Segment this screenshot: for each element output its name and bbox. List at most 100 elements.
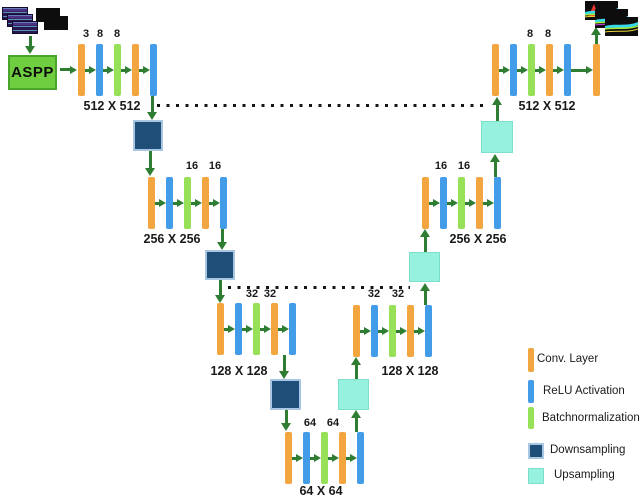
arrow-right-icon bbox=[465, 199, 476, 207]
legend-conv-swatch bbox=[528, 348, 534, 372]
conv-layer-bar bbox=[148, 177, 155, 229]
arrow-right-icon bbox=[535, 66, 546, 74]
arrow-down-icon bbox=[281, 410, 291, 431]
arrow-up-icon bbox=[492, 97, 502, 121]
legend-batchnorm-swatch bbox=[528, 407, 534, 429]
relu-bar bbox=[510, 44, 517, 96]
downsample-box bbox=[133, 120, 163, 151]
conv-layer-bar bbox=[353, 305, 360, 357]
batchnorm-bar bbox=[253, 303, 260, 355]
relu-bar bbox=[166, 177, 173, 229]
conv-layer-bar bbox=[546, 44, 553, 96]
arrow-right-icon bbox=[328, 454, 339, 462]
relu-bar bbox=[96, 44, 103, 96]
channel-label: 8 bbox=[96, 28, 104, 40]
arrow-right-icon bbox=[85, 66, 96, 74]
arrow-right-icon bbox=[553, 66, 564, 74]
channel-label: 16 bbox=[434, 160, 448, 172]
arrow-right-icon bbox=[346, 454, 357, 462]
conv-block-encoder-512 bbox=[78, 44, 157, 96]
legend-conv-label: Conv. Layer bbox=[537, 353, 599, 365]
size-label: 64 X 64 bbox=[299, 484, 343, 498]
output-conv-layer-bar bbox=[593, 44, 600, 96]
input-spectrogram-image bbox=[12, 21, 38, 34]
relu-bar bbox=[564, 44, 571, 96]
relu-bar bbox=[440, 177, 447, 229]
relu-bar bbox=[235, 303, 242, 355]
arrow-right-icon bbox=[499, 66, 510, 74]
conv-block-decoder-512 bbox=[492, 44, 600, 96]
batchnorm-bar bbox=[389, 305, 396, 357]
arrow-up-icon bbox=[420, 283, 430, 305]
batchnorm-bar bbox=[184, 177, 191, 229]
arrow-down-icon bbox=[145, 151, 155, 176]
conv-block-encoder-256 bbox=[148, 177, 227, 229]
aspp-label: ASPP bbox=[11, 64, 54, 81]
arrow-right-icon bbox=[224, 325, 235, 333]
arrow-right-icon bbox=[155, 199, 166, 207]
aspp-box: ASPP bbox=[8, 55, 57, 90]
arrow-input-to-aspp bbox=[25, 36, 35, 54]
channel-label: 32 bbox=[245, 288, 259, 300]
channel-label: 32 bbox=[367, 288, 381, 300]
conv-layer-bar bbox=[271, 303, 278, 355]
channel-label: 16 bbox=[185, 160, 199, 172]
arrow-right-icon bbox=[278, 325, 289, 333]
arrow-right-icon bbox=[260, 325, 271, 333]
arrow-right-icon bbox=[242, 325, 253, 333]
batchnorm-bar bbox=[321, 432, 328, 484]
arrow-right-icon bbox=[103, 66, 114, 74]
channel-label: 8 bbox=[113, 28, 121, 40]
arrow-right-icon bbox=[571, 66, 593, 74]
size-label: 256 X 256 bbox=[143, 232, 201, 246]
arrow-right-icon bbox=[517, 66, 528, 74]
arrow-right-icon bbox=[483, 199, 494, 207]
arrow-to-output bbox=[591, 27, 601, 44]
batchnorm-bar bbox=[458, 177, 465, 229]
channel-label: 16 bbox=[208, 160, 222, 172]
size-label: 512 X 512 bbox=[83, 99, 141, 113]
size-label: 256 X 256 bbox=[449, 232, 507, 246]
arrow-down-icon bbox=[279, 355, 289, 379]
channel-label: 32 bbox=[391, 288, 405, 300]
channel-label: 16 bbox=[457, 160, 471, 172]
relu-bar bbox=[357, 432, 364, 484]
legend-relu-swatch bbox=[528, 380, 534, 403]
arrow-up-icon bbox=[490, 154, 500, 177]
arrow-right-icon bbox=[209, 199, 220, 207]
upsample-box bbox=[481, 121, 513, 153]
input-mask-image bbox=[44, 16, 68, 30]
conv-block-encoder-128 bbox=[217, 303, 296, 355]
downsample-box bbox=[205, 250, 235, 280]
skip-connection-dotted-512 bbox=[157, 104, 489, 107]
conv-layer-bar bbox=[78, 44, 85, 96]
legend-downsample-swatch bbox=[528, 443, 544, 459]
size-label: 128 X 128 bbox=[210, 364, 268, 378]
arrow-up-icon bbox=[351, 357, 361, 379]
channel-label: 64 bbox=[303, 417, 317, 429]
conv-layer-bar bbox=[339, 432, 346, 484]
arrow-down-icon bbox=[147, 96, 157, 120]
upsample-box bbox=[338, 379, 369, 410]
legend-relu-label: ReLU Activation bbox=[543, 385, 625, 397]
arrow-up-icon bbox=[420, 229, 430, 252]
arrow-right-icon bbox=[310, 454, 321, 462]
relu-bar bbox=[425, 305, 432, 357]
legend-upsample-swatch bbox=[528, 468, 544, 484]
batchnorm-bar bbox=[528, 44, 535, 96]
arrow-right-icon bbox=[173, 199, 184, 207]
arrow-right-icon bbox=[121, 66, 132, 74]
conv-layer-bar bbox=[407, 305, 414, 357]
arrow-right-icon bbox=[360, 327, 371, 335]
output-segmentation-image bbox=[605, 17, 638, 36]
conv-layer-bar bbox=[492, 44, 499, 96]
relu-bar bbox=[220, 177, 227, 229]
batchnorm-bar bbox=[114, 44, 121, 96]
conv-layer-bar bbox=[202, 177, 209, 229]
relu-bar bbox=[303, 432, 310, 484]
conv-layer-bar bbox=[132, 44, 139, 96]
channel-label: 3 bbox=[82, 28, 90, 40]
arrow-up-icon bbox=[351, 410, 361, 432]
relu-bar bbox=[494, 177, 501, 229]
